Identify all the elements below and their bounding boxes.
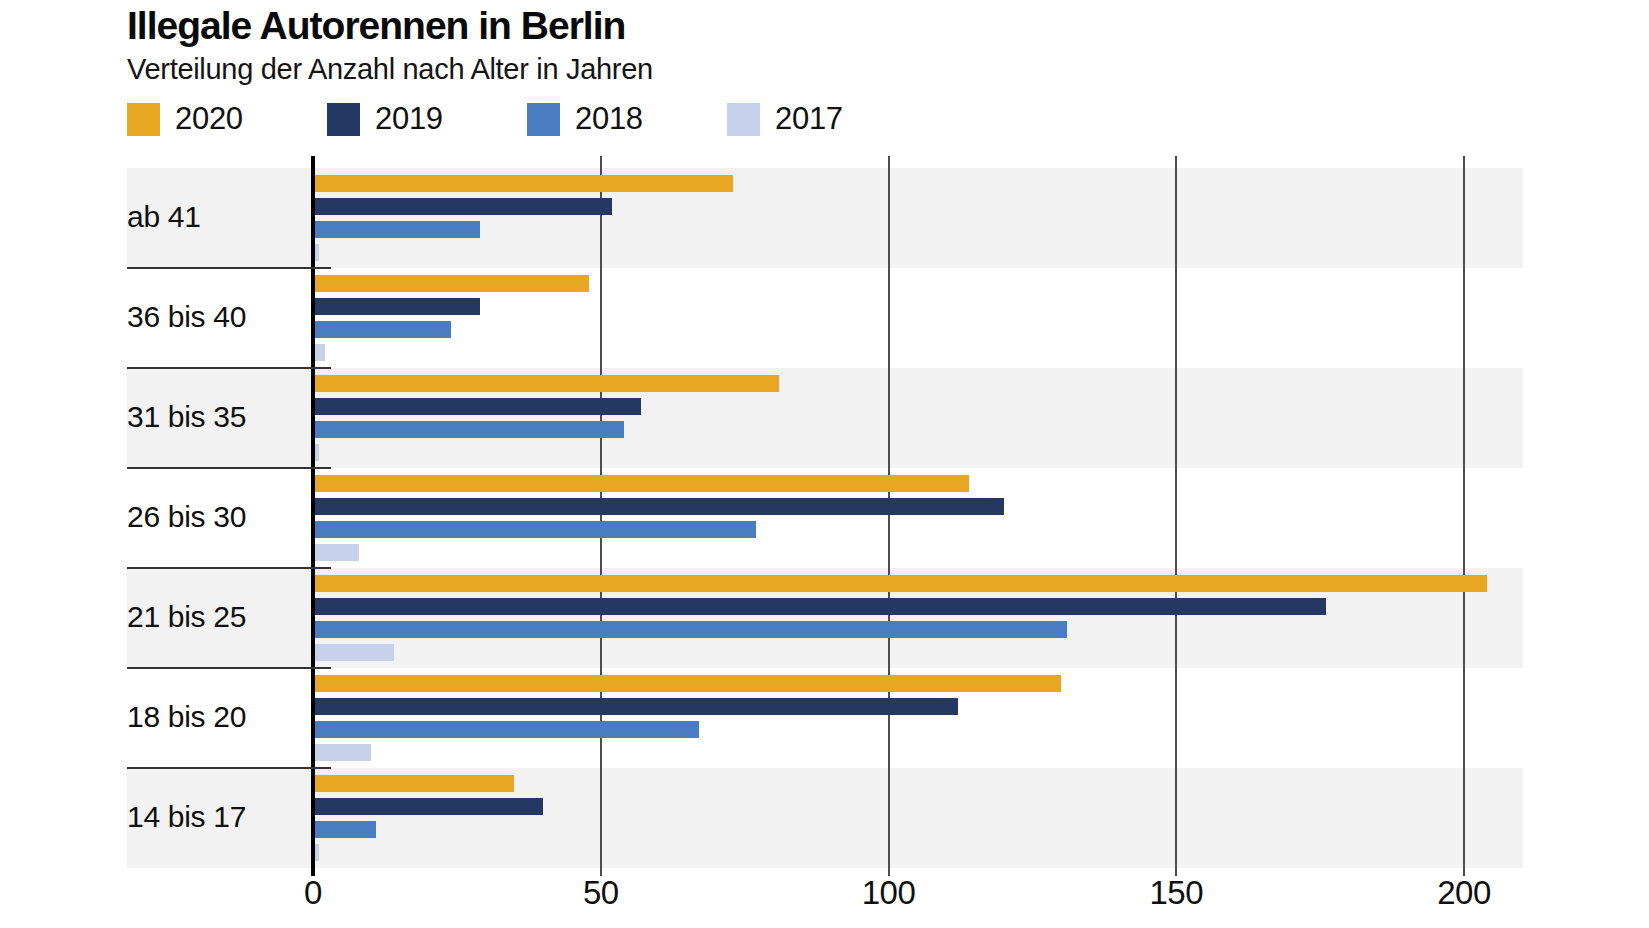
bar-2017 bbox=[315, 244, 319, 261]
bar-2017 bbox=[315, 344, 325, 361]
bar-2017 bbox=[315, 744, 371, 761]
row-separator bbox=[127, 367, 331, 369]
gridline-50 bbox=[600, 156, 602, 876]
bar-2018 bbox=[315, 321, 451, 338]
row-separator bbox=[127, 267, 331, 269]
category-label: 31 bis 35 bbox=[127, 400, 246, 434]
bar-2020 bbox=[315, 675, 1061, 692]
category-label: 14 bis 17 bbox=[127, 800, 246, 834]
bar-2019 bbox=[315, 198, 612, 215]
x-tick-label: 50 bbox=[583, 874, 619, 912]
row-separator bbox=[127, 767, 331, 769]
bar-2020 bbox=[315, 475, 969, 492]
bar-2017 bbox=[315, 644, 394, 661]
bar-2020 bbox=[315, 275, 589, 292]
chart-page: Illegale Autorennen in Berlin Verteilung… bbox=[0, 0, 1649, 928]
x-tick-label: 200 bbox=[1437, 874, 1491, 912]
bar-2018 bbox=[315, 821, 376, 838]
x-tick-label: 100 bbox=[862, 874, 916, 912]
category-label: 36 bis 40 bbox=[127, 300, 246, 334]
bar-2020 bbox=[315, 775, 514, 792]
row-separator bbox=[127, 567, 331, 569]
bar-2018 bbox=[315, 621, 1067, 638]
bar-2019 bbox=[315, 398, 641, 415]
gridline-200 bbox=[1463, 156, 1465, 876]
bar-chart: 0 50 100 150 200 ab 41 36 bis 40 31 bis 35 26 bi… bbox=[0, 0, 1649, 928]
bar-2019 bbox=[315, 498, 1004, 515]
bar-2017 bbox=[315, 844, 319, 861]
bar-2017 bbox=[315, 444, 319, 461]
category-label: 21 bis 25 bbox=[127, 600, 246, 634]
bar-2019 bbox=[315, 598, 1326, 615]
category-label: 18 bis 20 bbox=[127, 700, 246, 734]
bar-2018 bbox=[315, 421, 624, 438]
bar-2019 bbox=[315, 298, 480, 315]
bar-2018 bbox=[315, 221, 480, 238]
category-label: ab 41 bbox=[127, 200, 201, 234]
bar-2017 bbox=[315, 544, 359, 561]
row-separator bbox=[127, 467, 331, 469]
x-tick-label: 150 bbox=[1149, 874, 1203, 912]
bar-2018 bbox=[315, 521, 756, 538]
bar-2020 bbox=[315, 175, 733, 192]
bar-2020 bbox=[315, 375, 779, 392]
bar-2019 bbox=[315, 698, 958, 715]
gridline-150 bbox=[1175, 156, 1177, 876]
bar-2018 bbox=[315, 721, 699, 738]
x-tick-label: 0 bbox=[304, 874, 322, 912]
bar-2019 bbox=[315, 798, 543, 815]
row-separator bbox=[127, 667, 331, 669]
category-label: 26 bis 30 bbox=[127, 500, 246, 534]
bar-2020 bbox=[315, 575, 1487, 592]
gridline-100 bbox=[888, 156, 890, 876]
